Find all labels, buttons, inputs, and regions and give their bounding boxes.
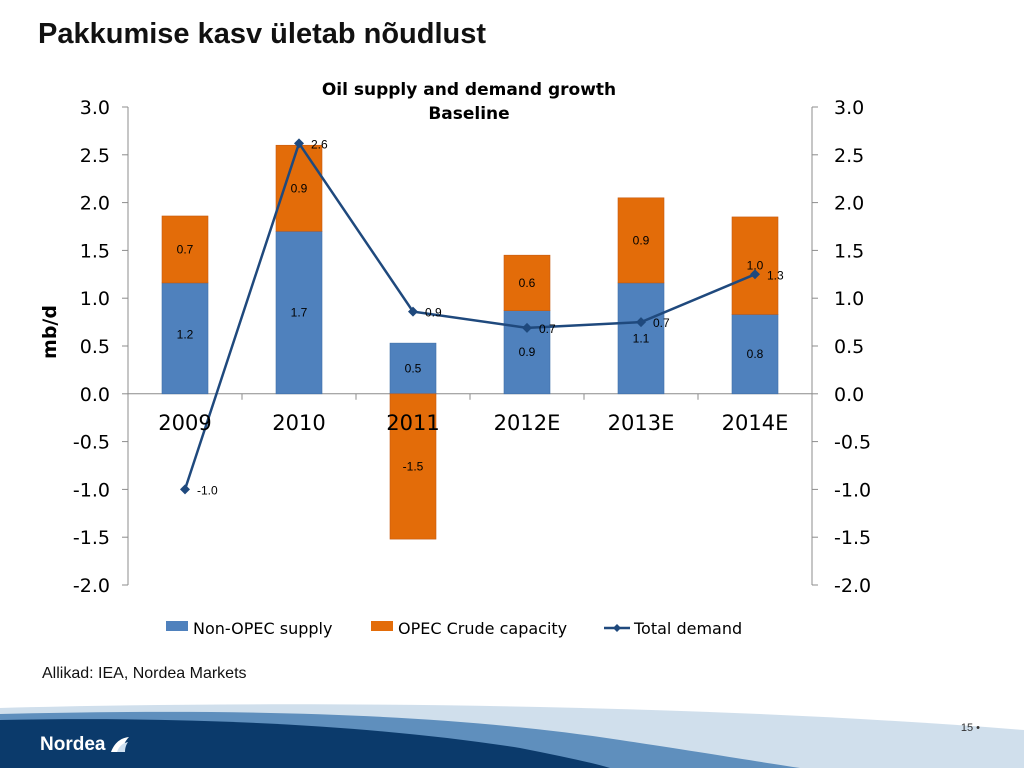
legend-label: Non-OPEC supply xyxy=(193,619,332,638)
demand-marker xyxy=(750,269,760,280)
y-tick-label-left: 2.0 xyxy=(80,193,110,215)
demand-data-label: 0.9 xyxy=(425,306,442,320)
bar-data-label: 1.1 xyxy=(633,331,650,345)
demand-line xyxy=(183,140,756,490)
bar-non-opec xyxy=(731,314,779,395)
legend-label: OPEC Crude capacity xyxy=(398,619,567,638)
demand-data-label: 0.7 xyxy=(539,322,556,336)
y-tick-label-right: 1.0 xyxy=(834,288,864,310)
demand-data-label: -1.0 xyxy=(197,483,218,497)
bar-data-label: -1.5 xyxy=(403,459,424,473)
y-tick-label-left: -1.0 xyxy=(73,479,110,501)
x-tick-label: 2011 xyxy=(386,411,439,435)
y-tick-label-left: 1.0 xyxy=(80,288,110,310)
y-tick-label-right: 3.0 xyxy=(834,97,864,119)
bar-opec xyxy=(731,216,779,315)
x-tick-label: 2012E xyxy=(494,411,561,435)
legend-swatch xyxy=(166,621,188,631)
bar-opec xyxy=(503,254,551,311)
x-tick-label: 2009 xyxy=(158,411,211,435)
demand-marker xyxy=(636,317,646,328)
y-tick-label-right: -2.0 xyxy=(834,575,871,597)
footer-band xyxy=(0,704,1024,768)
y-tick-label-right: 2.5 xyxy=(834,145,864,167)
bar-data-label: 0.6 xyxy=(519,276,536,290)
nordea-sail-icon xyxy=(111,737,130,752)
y-tick-label-left: -0.5 xyxy=(73,432,110,454)
legend-swatch xyxy=(371,621,393,631)
bar-opec xyxy=(161,215,209,284)
demand-data-label: 2.6 xyxy=(311,137,328,151)
bar-opec xyxy=(389,393,437,540)
y-tick-label-right: 0.0 xyxy=(834,384,864,406)
bar-data-label: 1.0 xyxy=(747,259,764,273)
demand-marker xyxy=(408,306,418,317)
y-tick-label-right: 1.5 xyxy=(834,240,864,262)
y-tick-label-left: 3.0 xyxy=(80,97,110,119)
y-tick-label-left: -1.5 xyxy=(73,527,110,549)
y-tick-label-right: -1.0 xyxy=(834,479,871,501)
y-axis-title: mb/d xyxy=(39,305,61,359)
bar-data-label: 0.7 xyxy=(177,242,194,256)
x-tick-label: 2013E xyxy=(608,411,675,435)
bar-data-label: 1.7 xyxy=(291,306,308,320)
slide-title: Pakkumise kasv ületab nõudlust xyxy=(38,18,487,50)
demand-marker xyxy=(522,322,532,333)
bar-non-opec xyxy=(617,282,665,395)
y-tick-label-left: 0.0 xyxy=(80,384,110,406)
y-tick-label-left: 0.5 xyxy=(80,336,110,358)
demand-data-label: 0.7 xyxy=(653,316,670,330)
y-tick-label-right: 2.0 xyxy=(834,193,864,215)
x-tick-label: 2010 xyxy=(272,411,325,435)
bar-data-label: 0.5 xyxy=(405,361,422,375)
y-tick-label-left: 1.5 xyxy=(80,240,110,262)
y-tick-label-right: -1.5 xyxy=(834,527,871,549)
bar-data-label: 0.9 xyxy=(633,233,650,247)
bar-opec xyxy=(617,197,665,284)
y-tick-label-left: -2.0 xyxy=(73,575,110,597)
bar-non-opec xyxy=(275,230,323,395)
chart: Oil supply and demand growth Baseline 3.0… xyxy=(39,80,871,638)
brand-name: Nordea xyxy=(40,734,106,755)
chart-title-line: Baseline xyxy=(428,104,509,124)
demand-marker xyxy=(180,484,190,495)
bar-data-label: 1.2 xyxy=(177,327,194,341)
demand-data-label: 1.3 xyxy=(767,268,784,282)
legend-label: Total demand xyxy=(633,619,742,638)
bar-data-label: 0.9 xyxy=(519,345,536,359)
chart-title-line: Oil supply and demand growth xyxy=(322,80,616,100)
x-tick-label: 2014E xyxy=(722,411,789,435)
bar-data-label: 0.9 xyxy=(291,181,308,195)
brand-logo: Nordea xyxy=(40,734,131,756)
source-note: Allikad: IEA, Nordea Markets xyxy=(42,665,247,682)
legend-marker xyxy=(613,624,621,632)
demand-marker xyxy=(294,138,304,149)
page-number: 15 • xyxy=(960,722,980,734)
bar-data-label: 0.8 xyxy=(747,347,764,361)
bar-non-opec xyxy=(389,342,437,395)
y-tick-label-right: -0.5 xyxy=(834,432,871,454)
y-tick-label-left: 2.5 xyxy=(80,145,110,167)
y-tick-label-right: 0.5 xyxy=(834,336,864,358)
